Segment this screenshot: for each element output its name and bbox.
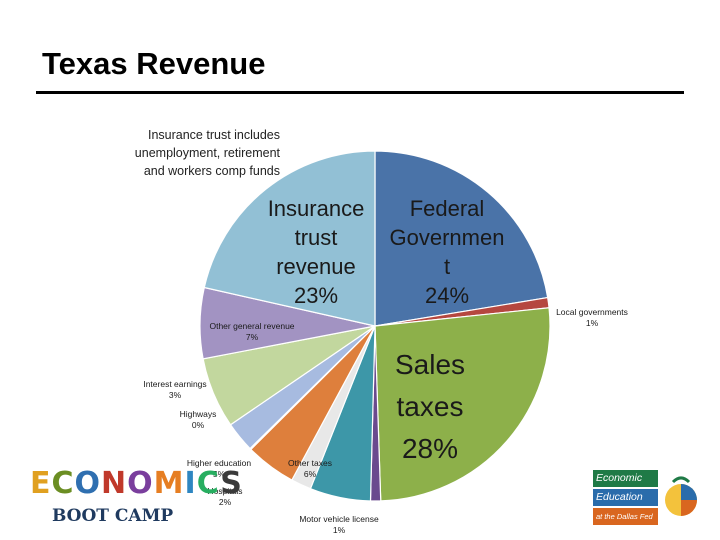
pie-slice-federal-government bbox=[374, 150, 549, 327]
title-divider bbox=[36, 91, 684, 94]
slice-label-higher-education: Higher education 5% bbox=[187, 458, 252, 479]
pie-slice-sales-taxes bbox=[374, 307, 551, 502]
slice-label-hospitals: Hospitals 2% bbox=[208, 486, 243, 507]
slice-label-federal-government: Federal Governmen t 24% bbox=[390, 196, 505, 308]
logo-line: at the Dallas Fed bbox=[593, 508, 658, 525]
slice-label-insurance-trust-revenue: Insurance trust revenue 23% bbox=[268, 196, 365, 308]
economics-boot-camp-logo: ECONOMICS BOOT CAMP bbox=[22, 466, 242, 528]
slide-title: Texas Revenue bbox=[42, 46, 266, 81]
slice-label-other-general-revenue: Other general revenue 7% bbox=[209, 321, 294, 342]
slice-label-interest-earnings: Interest earnings 3% bbox=[143, 379, 206, 400]
economic-education-dallas-fed-logo: Economic Education at the Dallas Fed bbox=[593, 470, 703, 528]
slice-label-sales-taxes: Sales taxes 28% bbox=[395, 349, 465, 464]
insurance-note: Insurance trust includes unemployment, r… bbox=[90, 126, 280, 180]
slice-label-motor-vehicle-license: Motor vehicle license 1% bbox=[299, 514, 379, 535]
logo-line: Education bbox=[593, 489, 658, 506]
note-line: unemployment, retirement bbox=[134, 146, 280, 160]
note-line: Insurance trust includes bbox=[147, 128, 280, 142]
logo-subtitle: BOOT CAMP bbox=[52, 506, 174, 526]
logo-line: Economic bbox=[593, 470, 658, 487]
logo-globe-icon bbox=[665, 476, 697, 516]
slice-label-local-governments: Local governments 1% bbox=[556, 307, 628, 328]
pie-slice-insurance-trust-revenue bbox=[203, 150, 376, 327]
note-line: and workers comp funds bbox=[143, 164, 280, 178]
slice-label-other-taxes: Other taxes 6% bbox=[288, 458, 332, 479]
logo-wordmark: ECONOMICS bbox=[30, 466, 243, 501]
slice-label-highways: Highways 0% bbox=[180, 409, 217, 430]
